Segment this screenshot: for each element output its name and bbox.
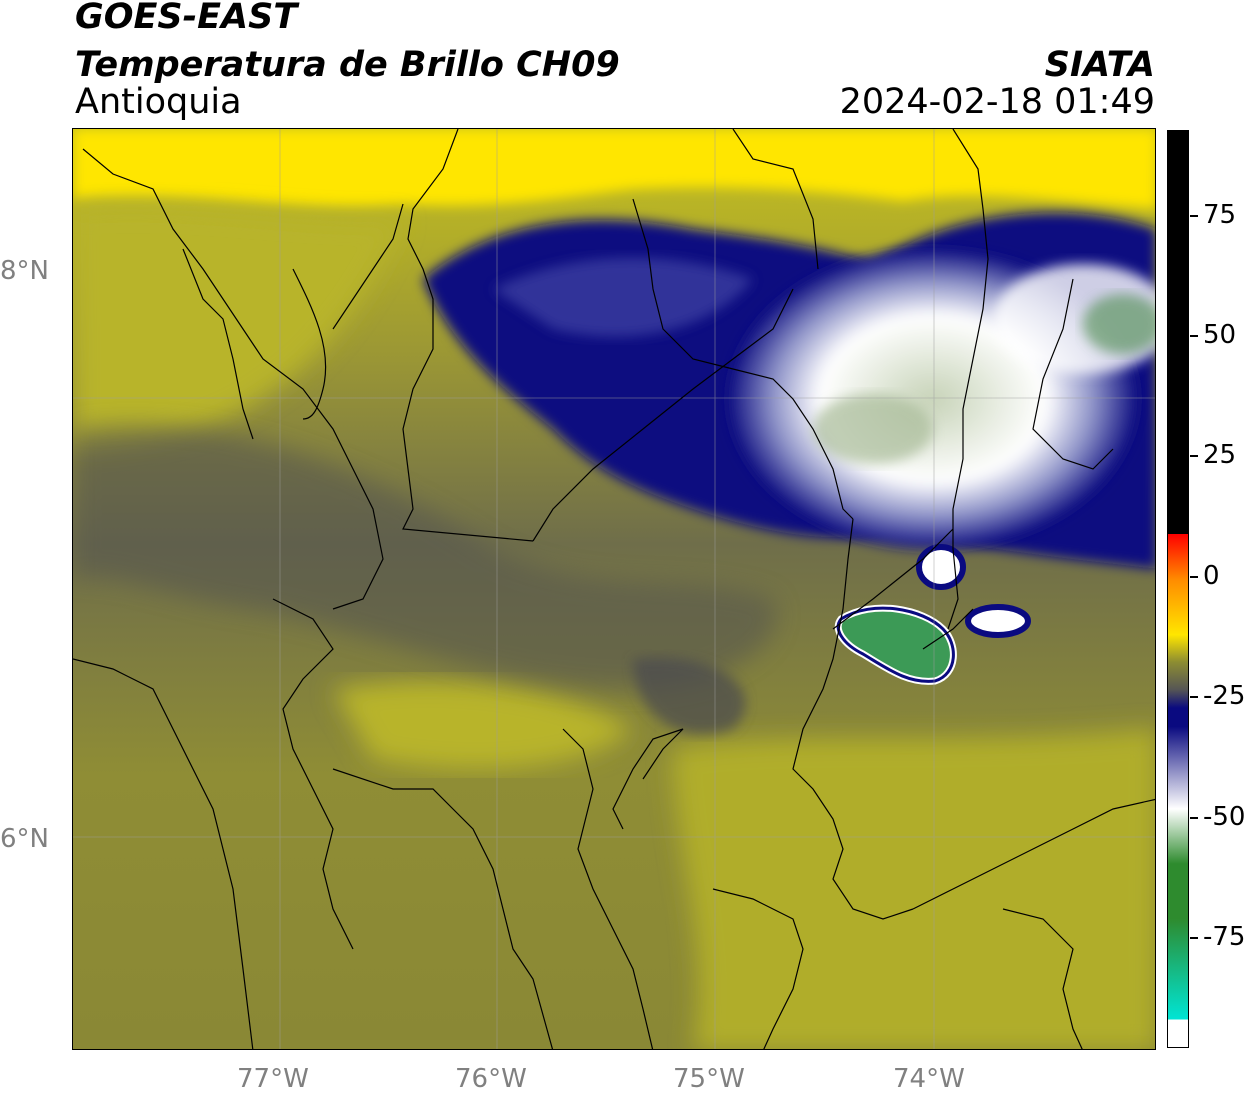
colorbar-tick (1190, 335, 1198, 337)
lon-tick-77w: 77°W (237, 1064, 309, 1094)
region-label: Antioquia (75, 82, 242, 122)
midlevel-cloud-spot (633, 657, 746, 735)
colorbar-label-0: 0 (1203, 561, 1220, 591)
lat-tick-8n: 8°N (0, 256, 49, 286)
colorbar-label-50: 50 (1203, 320, 1237, 350)
colorbar-label-minus50: -50 (1203, 802, 1246, 832)
colorbar-label-25: 25 (1203, 440, 1237, 470)
cold-band-texture (493, 257, 753, 337)
green-cold-top-core (813, 394, 933, 464)
warm-patch-center (333, 681, 633, 769)
colorbar-label-75: 75 (1203, 200, 1237, 230)
lon-tick-74w: 74°W (893, 1064, 965, 1094)
colorbar-tick (1190, 817, 1198, 819)
lat-tick-6n: 6°N (0, 824, 49, 854)
product-title: Temperatura de Brillo CH09 (75, 45, 620, 85)
colorbar-tick (1190, 215, 1198, 217)
datetime-label: 2024-02-18 01:49 (839, 82, 1155, 122)
graticule (73, 129, 1155, 1049)
colorbar-tick (1190, 455, 1198, 457)
colorbar (1167, 130, 1189, 1048)
warm-patch-southeast (673, 729, 1155, 1049)
storm-cell-small (916, 544, 966, 590)
warm-top-region (73, 129, 1155, 209)
warm-patch-west (73, 206, 403, 449)
satellite-title: GOES-EAST (75, 0, 298, 37)
colorbar-tick (1190, 576, 1198, 578)
colorbar-label-minus75: -75 (1203, 922, 1246, 952)
brightness-temperature-map (72, 128, 1156, 1050)
map-canvas (73, 129, 1155, 1049)
department-borders (73, 129, 1155, 1049)
storm-cell-main-ring (836, 606, 955, 683)
green-cold-top-ne (1083, 294, 1155, 354)
colorbar-tick (1190, 937, 1198, 939)
colorbar-tick (1190, 696, 1198, 698)
lon-tick-75w: 75°W (673, 1064, 745, 1094)
midlevel-cloud-west (73, 425, 777, 689)
colorbar-label-minus25: -25 (1203, 681, 1246, 711)
organization-label: SIATA (1044, 45, 1155, 85)
lon-tick-76w: 76°W (455, 1064, 527, 1094)
storm-cell-east (965, 604, 1031, 638)
